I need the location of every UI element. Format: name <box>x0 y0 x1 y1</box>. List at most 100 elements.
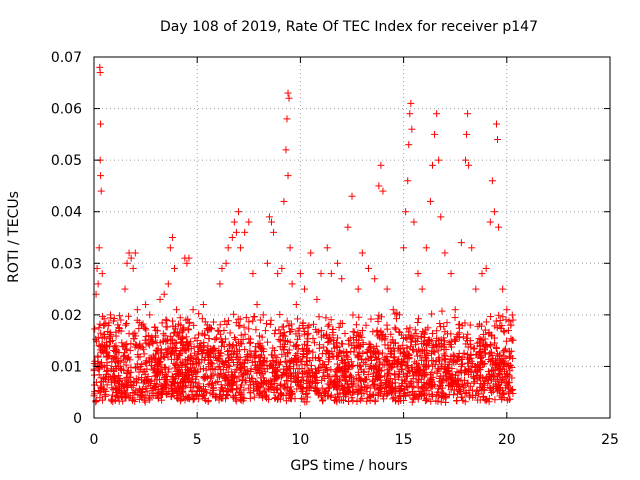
data-point <box>476 383 484 391</box>
data-point <box>305 322 313 330</box>
data-point <box>198 315 206 323</box>
data-point <box>394 359 402 367</box>
data-point <box>381 336 389 344</box>
data-point <box>285 364 293 372</box>
data-point <box>123 345 131 353</box>
data-point <box>294 335 302 343</box>
data-point <box>488 177 496 185</box>
data-point <box>223 320 231 328</box>
data-point <box>175 394 183 402</box>
data-point <box>481 360 489 368</box>
data-point <box>374 354 382 362</box>
data-point <box>124 367 132 375</box>
data-point <box>303 385 311 393</box>
data-point <box>127 363 135 371</box>
data-point <box>428 383 436 391</box>
data-point <box>172 323 180 331</box>
data-point <box>168 317 176 325</box>
data-point <box>392 389 400 397</box>
data-point <box>509 316 517 324</box>
data-point <box>97 120 105 128</box>
data-point <box>408 334 416 342</box>
data-point <box>127 254 135 262</box>
data-point <box>94 353 102 361</box>
data-point <box>334 386 342 394</box>
data-point <box>422 370 430 378</box>
data-point <box>357 363 365 371</box>
data-point <box>170 329 178 337</box>
data-point <box>314 391 322 399</box>
data-point <box>347 348 355 356</box>
data-point <box>461 319 469 327</box>
data-point <box>129 389 137 397</box>
data-point <box>234 208 242 216</box>
data-point <box>410 382 418 390</box>
data-point <box>440 337 448 345</box>
data-point <box>122 394 130 402</box>
data-point <box>130 335 138 343</box>
data-point <box>413 337 421 345</box>
data-point <box>193 351 201 359</box>
data-point <box>186 366 194 374</box>
data-point <box>177 347 185 355</box>
data-point <box>232 228 240 236</box>
data-point <box>443 319 451 327</box>
data-point <box>312 326 320 334</box>
data-point <box>481 346 489 354</box>
data-point <box>156 295 164 303</box>
data-point <box>438 384 446 392</box>
data-point <box>125 249 133 257</box>
data-point <box>162 346 170 354</box>
x-tick-label: 0 <box>90 432 99 448</box>
data-point <box>372 362 380 370</box>
data-point <box>488 389 496 397</box>
data-point <box>363 397 371 405</box>
data-point <box>232 366 240 374</box>
data-point <box>341 330 349 338</box>
data-point <box>237 361 245 369</box>
data-point <box>494 384 502 392</box>
data-point <box>461 389 469 397</box>
data-point <box>107 395 115 403</box>
data-point <box>503 306 511 314</box>
data-point <box>507 321 515 329</box>
data-point <box>285 94 293 102</box>
data-point <box>429 362 437 370</box>
data-point <box>489 367 497 375</box>
data-point <box>111 379 119 387</box>
data-point <box>182 392 190 400</box>
data-point <box>327 393 335 401</box>
data-point <box>272 363 280 371</box>
data-point <box>414 315 422 323</box>
data-point <box>153 380 161 388</box>
data-point <box>183 259 191 267</box>
data-point <box>462 156 470 164</box>
data-point <box>208 381 216 389</box>
data-point <box>393 360 401 368</box>
data-point <box>228 344 236 352</box>
data-point <box>232 342 240 350</box>
data-point <box>199 346 207 354</box>
data-point <box>317 270 325 278</box>
data-point <box>481 396 489 404</box>
data-point <box>408 368 416 376</box>
data-point <box>464 110 472 118</box>
data-point <box>428 343 436 351</box>
data-point <box>367 352 375 360</box>
data-point <box>323 387 331 395</box>
data-point <box>112 375 120 383</box>
data-point <box>189 396 197 404</box>
data-point <box>325 372 333 380</box>
data-point <box>145 394 153 402</box>
data-point <box>311 339 319 347</box>
data-point <box>120 351 128 359</box>
data-point <box>495 223 503 231</box>
data-point <box>179 358 187 366</box>
data-point <box>249 270 257 278</box>
data-point <box>356 396 364 404</box>
data-point <box>429 329 437 337</box>
data-point <box>481 326 489 334</box>
data-point <box>216 349 224 357</box>
data-point <box>160 290 168 298</box>
data-point <box>474 322 482 330</box>
